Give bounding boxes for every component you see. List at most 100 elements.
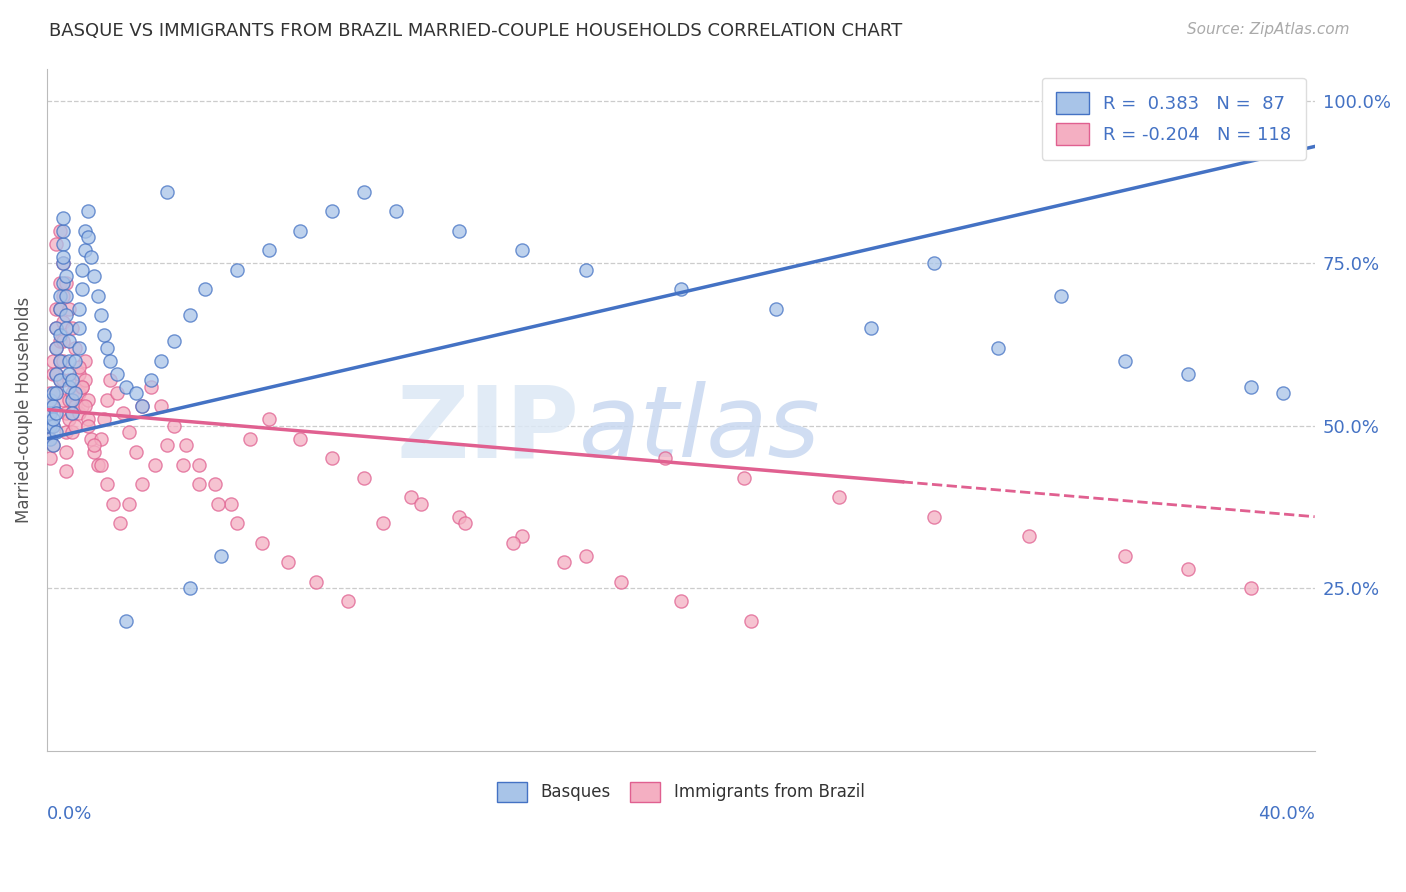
Point <box>371 516 394 531</box>
Point <box>1240 581 1263 595</box>
Point <box>77 204 100 219</box>
Point <box>257 244 280 258</box>
Point <box>143 458 166 472</box>
Point <box>156 438 179 452</box>
Point <box>239 432 262 446</box>
Point <box>93 327 115 342</box>
Point <box>52 256 75 270</box>
Point <box>277 555 299 569</box>
Point <box>42 367 65 381</box>
Point <box>740 614 762 628</box>
Point <box>60 321 83 335</box>
Point <box>209 549 232 563</box>
Point <box>45 321 67 335</box>
Point <box>150 353 173 368</box>
Point <box>45 386 67 401</box>
Point <box>924 509 946 524</box>
Point <box>733 471 755 485</box>
Point <box>73 399 96 413</box>
Point <box>48 289 70 303</box>
Point <box>73 244 96 258</box>
Point <box>290 224 312 238</box>
Point <box>42 412 65 426</box>
Point <box>90 432 112 446</box>
Point <box>60 373 83 387</box>
Point <box>48 276 70 290</box>
Point <box>502 535 524 549</box>
Point <box>45 367 67 381</box>
Point <box>90 458 112 472</box>
Point <box>337 594 360 608</box>
Text: BASQUE VS IMMIGRANTS FROM BRAZIL MARRIED-COUPLE HOUSEHOLDS CORRELATION CHART: BASQUE VS IMMIGRANTS FROM BRAZIL MARRIED… <box>49 22 903 40</box>
Point <box>290 432 312 446</box>
Point <box>103 497 125 511</box>
Point <box>447 509 470 524</box>
Point <box>70 263 93 277</box>
Point <box>58 301 80 316</box>
Point <box>118 425 141 440</box>
Point <box>42 418 65 433</box>
Point <box>55 406 77 420</box>
Point <box>52 276 75 290</box>
Point <box>65 418 87 433</box>
Point <box>55 464 77 478</box>
Point <box>305 574 328 589</box>
Point <box>163 418 186 433</box>
Point <box>65 353 87 368</box>
Point <box>765 301 787 316</box>
Point <box>353 471 375 485</box>
Point <box>828 490 851 504</box>
Point <box>67 301 90 316</box>
Point <box>156 185 179 199</box>
Point <box>1050 289 1073 303</box>
Point <box>77 392 100 407</box>
Point <box>1114 549 1136 563</box>
Text: atlas: atlas <box>579 382 821 478</box>
Point <box>118 497 141 511</box>
Point <box>1114 353 1136 368</box>
Point <box>58 412 80 426</box>
Point <box>510 244 533 258</box>
Point <box>384 204 406 219</box>
Point <box>575 549 598 563</box>
Point <box>45 341 67 355</box>
Point <box>55 321 77 335</box>
Point <box>111 406 134 420</box>
Point <box>42 353 65 368</box>
Point <box>70 380 93 394</box>
Point <box>42 386 65 401</box>
Point <box>401 490 423 504</box>
Point <box>83 269 105 284</box>
Point <box>70 399 93 413</box>
Point <box>39 432 62 446</box>
Point <box>48 301 70 316</box>
Point <box>179 309 201 323</box>
Point <box>859 321 882 335</box>
Point <box>52 256 75 270</box>
Point <box>124 444 146 458</box>
Point <box>65 386 87 401</box>
Point <box>409 497 432 511</box>
Point <box>58 353 80 368</box>
Point <box>52 315 75 329</box>
Point <box>52 224 75 238</box>
Point <box>67 386 90 401</box>
Point <box>188 477 211 491</box>
Point <box>52 353 75 368</box>
Point <box>654 451 676 466</box>
Point <box>131 399 153 413</box>
Point <box>83 444 105 458</box>
Y-axis label: Married-couple Households: Married-couple Households <box>15 296 32 523</box>
Point <box>77 412 100 426</box>
Point <box>52 289 75 303</box>
Point <box>669 282 692 296</box>
Point <box>204 477 226 491</box>
Point <box>60 425 83 440</box>
Point <box>115 380 138 394</box>
Point <box>80 250 103 264</box>
Point <box>987 341 1010 355</box>
Point <box>58 367 80 381</box>
Point <box>45 301 67 316</box>
Point <box>96 341 118 355</box>
Point <box>48 327 70 342</box>
